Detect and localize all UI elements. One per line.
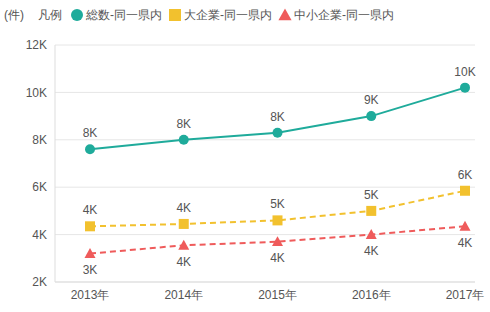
svg-text:4K: 4K <box>176 255 191 269</box>
html-text:大企業-同一県内: 大企業-同一県内 <box>184 7 272 22</box>
svg-text:5K: 5K <box>364 188 379 202</box>
svg-text:4K: 4K <box>32 228 47 242</box>
html-text:(件): (件) <box>4 7 24 22</box>
html-text:総数-同一県内: 総数-同一県内 <box>86 7 162 22</box>
svg-text:8K: 8K <box>176 117 191 131</box>
html-text:中小企業-同一県内: 中小企業-同一県内 <box>294 7 394 22</box>
svg-text:8K: 8K <box>83 126 98 140</box>
svg-text:2013年: 2013年 <box>71 288 110 302</box>
svg-text:10K: 10K <box>26 86 47 100</box>
svg-text:4K: 4K <box>176 201 191 215</box>
svg-text:4K: 4K <box>270 251 285 265</box>
svg-text:2016年: 2016年 <box>352 288 391 302</box>
svg-text:8K: 8K <box>32 133 47 147</box>
svg-text:2K: 2K <box>32 275 47 289</box>
svg-text:4K: 4K <box>364 244 379 258</box>
svg-text:6K: 6K <box>32 180 47 194</box>
svg-text:9K: 9K <box>364 93 379 107</box>
svg-text:6K: 6K <box>458 168 473 182</box>
svg-text:8K: 8K <box>270 110 285 124</box>
svg-text:4K: 4K <box>458 236 473 250</box>
html-text:凡例: 凡例 <box>38 7 62 22</box>
svg-text:2017年: 2017年 <box>446 288 482 302</box>
svg-text:12K: 12K <box>26 38 47 52</box>
svg-text:2015年: 2015年 <box>258 288 297 302</box>
svg-text:3K: 3K <box>83 263 98 277</box>
svg-text:5K: 5K <box>270 197 285 211</box>
svg-text:2014年: 2014年 <box>164 288 203 302</box>
svg-text:4K: 4K <box>83 203 98 217</box>
svg-text:10K: 10K <box>454 65 475 79</box>
